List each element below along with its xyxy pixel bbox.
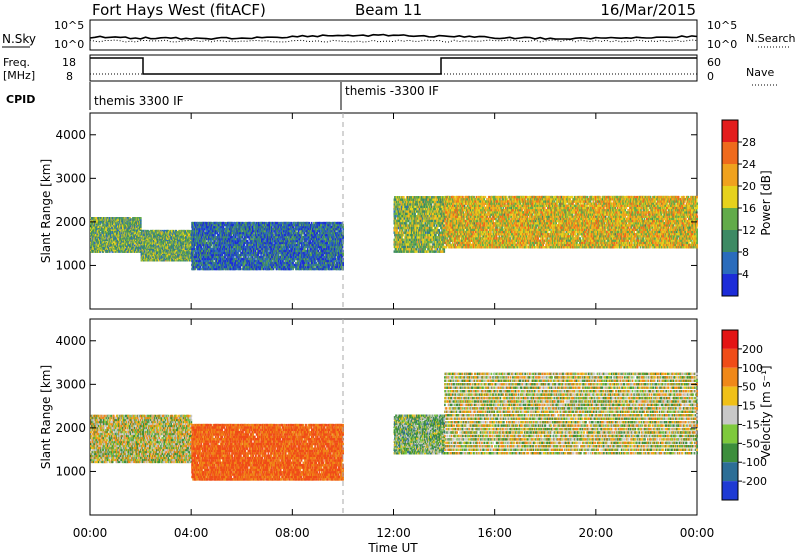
noise-tick-left-top: 10^5 <box>54 19 84 32</box>
nsky-trace <box>90 35 697 40</box>
nsearch-label: N.Search <box>746 32 796 45</box>
freq-label-line1: Freq. <box>3 56 30 69</box>
beam-label: Beam 11 <box>355 1 422 19</box>
power-heatmap <box>90 196 698 270</box>
date-label: 16/Mar/2015 <box>600 1 696 19</box>
freq-tick-left-top: 18 <box>62 56 76 69</box>
frequency-trace <box>90 58 697 74</box>
noise-tick-right-top: 10^5 <box>707 19 737 32</box>
noise-tick-left-bottom: 10^0 <box>54 38 84 51</box>
heatmap-cell <box>109 217 111 219</box>
nsky-label: N.Sky <box>2 32 36 46</box>
freq-label-line2: [MHz] <box>3 69 35 82</box>
radar-summary-plot: Fort Hays West (fitACF) Beam 11 16/Mar/2… <box>0 0 800 554</box>
station-title: Fort Hays West (fitACF) <box>92 1 266 19</box>
freq-tick-left-bottom: 8 <box>66 70 73 83</box>
nsearch-trace <box>90 40 697 42</box>
noise-tick-right-bottom: 10^0 <box>707 38 737 51</box>
nave-label: Nave <box>746 66 774 79</box>
cpid-label: CPID <box>6 93 35 106</box>
freq-panel-frame <box>90 55 697 81</box>
cpid-segment-2: themis -3300 IF <box>345 84 439 98</box>
freq-tick-right-top: 60 <box>707 56 721 69</box>
cpid-segment-1: themis 3300 IF <box>94 94 184 108</box>
noise-traces <box>90 35 697 43</box>
freq-tick-right-bottom: 0 <box>707 70 714 83</box>
